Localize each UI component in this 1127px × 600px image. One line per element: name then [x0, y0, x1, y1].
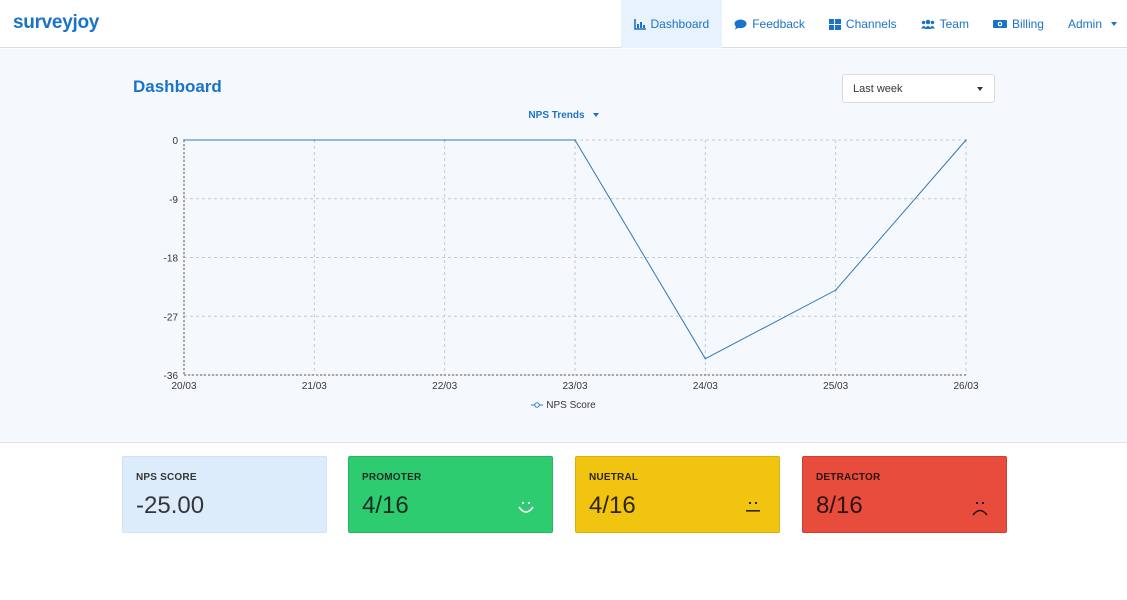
x-tick-label: 21/03: [302, 381, 327, 392]
nav-item-feedback[interactable]: Feedback: [722, 0, 817, 48]
chevron-down-icon: [592, 113, 599, 118]
promoter-card: PROMOTER 4/16: [348, 456, 553, 533]
card-label: DETRACTOR: [816, 472, 881, 483]
chart-section: Dashboard Last week NPS Trends 0 -9 -18 -27…: [0, 49, 1127, 443]
sad-face-icon: [972, 502, 988, 516]
data-point: [183, 139, 185, 141]
admin-label: Admin: [1067, 17, 1102, 31]
y-tick-label: 0: [172, 136, 178, 147]
nav-label: Dashboard: [650, 17, 710, 31]
nav-item-team[interactable]: Team: [909, 0, 981, 48]
data-point: [574, 139, 576, 141]
top-navbar: surveyjoy Dashboard Feedback Channels Te…: [0, 0, 1127, 48]
nav-item-channels[interactable]: Channels: [817, 0, 909, 48]
card-label: NUETRAL: [589, 472, 639, 483]
nav-item-billing[interactable]: Billing: [981, 0, 1056, 48]
neutral-face-icon: [746, 502, 760, 512]
legend-marker-icon: [531, 402, 544, 409]
x-tick-label: 22/03: [432, 381, 457, 392]
period-select[interactable]: Last week: [842, 74, 995, 103]
legend-label: NPS Score: [546, 400, 596, 411]
y-tick-label: -36: [164, 371, 179, 382]
y-tick-label: -27: [164, 312, 179, 323]
nav-item-admin-dropdown[interactable]: Admin: [1056, 0, 1127, 48]
data-point: [443, 139, 446, 141]
nav-label: Channels: [845, 17, 897, 31]
nav-label: Billing: [1011, 17, 1044, 31]
chevron-down-icon: [977, 87, 983, 91]
card-value: 4/16: [589, 492, 636, 519]
card-label: PROMOTER: [362, 472, 422, 483]
card-value: -25.00: [136, 492, 205, 519]
card-label: NPS SCORE: [136, 472, 197, 483]
card-value: 8/16: [816, 492, 863, 519]
data-point: [704, 357, 707, 360]
chat-bubble-icon: [734, 19, 747, 30]
detractor-card: DETRACTOR 8/16: [802, 456, 1007, 533]
nav-item-dashboard[interactable]: Dashboard: [620, 0, 723, 48]
data-point: [965, 139, 967, 141]
nps-score-card: NPS SCORE -25.00: [122, 456, 327, 533]
nav-label: Team: [939, 17, 969, 31]
x-tick-label: 26/03: [953, 381, 978, 392]
card-value: 4/16: [362, 492, 409, 519]
smile-face-icon: [518, 502, 534, 513]
x-tick-label: 20/03: [171, 381, 196, 392]
neutral-card: NUETRAL 4/16: [575, 456, 780, 533]
nav-label: Feedback: [752, 17, 805, 31]
chart-legend[interactable]: NPS Score: [0, 400, 1127, 411]
data-point: [313, 139, 316, 141]
users-icon: [920, 19, 935, 29]
y-tick-label: -18: [164, 254, 179, 265]
period-select-value: Last week: [853, 83, 903, 95]
x-tick-label: 24/03: [693, 381, 718, 392]
chart-icon: [633, 18, 646, 30]
money-icon: [992, 19, 1007, 29]
chart-selector[interactable]: NPS Trends: [0, 110, 1127, 121]
data-point: [834, 289, 837, 291]
grid-icon: [828, 18, 841, 30]
nav-menu: Dashboard Feedback Channels Team Billing: [620, 0, 1127, 48]
chart-selector-label: NPS Trends: [528, 110, 585, 121]
page-title: Dashboard: [133, 77, 222, 96]
x-tick-label: 25/03: [823, 381, 848, 392]
y-tick-label: -9: [169, 195, 178, 206]
x-tick-label: 23/03: [562, 381, 587, 392]
chevron-down-icon: [1111, 22, 1117, 26]
brand-logo[interactable]: surveyjoy: [13, 12, 100, 33]
